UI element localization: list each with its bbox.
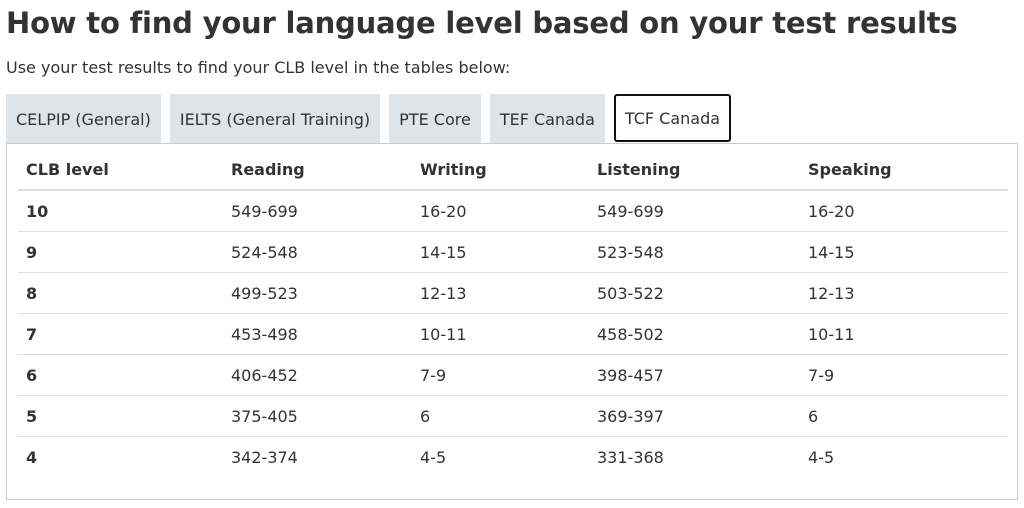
cell-speaking: 4-5: [808, 447, 835, 467]
cell-listening: 398-457: [589, 354, 800, 396]
table-row: 9 524-548 14-15 523-548 14-15: [18, 231, 1008, 273]
cell-writing: 16-20: [412, 190, 589, 232]
cell-clb-level: 9: [18, 231, 223, 273]
header-listening: Listening: [589, 149, 800, 191]
cell-reading: 342-374: [231, 447, 298, 467]
table-row: 4 342-374 4-5 331-368 4-5: [18, 437, 1008, 478]
cell-writing: 12-13: [412, 272, 589, 314]
cell-writing: 10-11: [412, 313, 589, 355]
cell-listening: 369-397: [589, 395, 800, 437]
cell-speaking: 7-9: [800, 354, 1008, 396]
cell-listening: 458-502: [589, 313, 800, 355]
cell-speaking: 6: [800, 395, 1008, 437]
table-row: 5 375-405 6 369-397 6: [18, 395, 1008, 437]
tab-ielts[interactable]: IELTS (General Training): [169, 94, 381, 144]
cell-listening: 331-368: [597, 447, 664, 467]
tab-celpip[interactable]: CELPIP (General): [6, 94, 161, 144]
cell-listening: 523-548: [589, 231, 800, 273]
cell-listening: 549-699: [589, 190, 800, 232]
cell-speaking: 14-15: [800, 231, 1008, 273]
cell-reading: 453-498: [223, 313, 412, 355]
cell-writing: 14-15: [412, 231, 589, 273]
cell-writing: 4-5: [420, 447, 447, 467]
cell-clb-level: 8: [18, 272, 223, 314]
header-reading: Reading: [223, 149, 412, 191]
cell-clb-level: 7: [18, 313, 223, 355]
table-row: 8 499-523 12-13 503-522 12-13: [18, 272, 1008, 314]
tab-panel-tcf-canada: CLB level Reading Writing Listening Spea…: [6, 143, 1018, 500]
intro-text: Use your test results to find your CLB l…: [6, 58, 511, 77]
table-body: 10 549-699 16-20 549-699 16-20 9 524-548 14-15 5…: [18, 190, 1008, 477]
header-writing: Writing: [412, 149, 589, 191]
test-tabs: CELPIP (General) IELTS (General Training…: [6, 94, 740, 144]
cell-speaking: 12-13: [800, 272, 1008, 314]
table-row: 10 549-699 16-20 549-699 16-20: [18, 190, 1008, 232]
cell-clb-level: 6: [18, 354, 223, 396]
cell-speaking: 16-20: [800, 190, 1008, 232]
header-speaking: Speaking: [800, 149, 1008, 191]
cell-writing: 7-9: [412, 354, 589, 396]
tab-pte-core[interactable]: PTE Core: [389, 94, 481, 144]
cell-listening: 503-522: [589, 272, 800, 314]
clb-table: CLB level Reading Writing Listening Spea…: [18, 149, 1008, 477]
table-header-row: CLB level Reading Writing Listening Spea…: [18, 149, 1008, 191]
table-row: 6 406-452 7-9 398-457 7-9: [18, 354, 1008, 396]
cell-clb-level: 4: [26, 447, 38, 467]
cell-clb-level: 5: [18, 395, 223, 437]
cell-reading: 499-523: [223, 272, 412, 314]
cell-reading: 549-699: [223, 190, 412, 232]
tab-tef-canada[interactable]: TEF Canada: [489, 94, 605, 144]
cell-reading: 406-452: [223, 354, 412, 396]
cell-speaking: 10-11: [800, 313, 1008, 355]
tab-tcf-canada[interactable]: TCF Canada: [613, 94, 732, 142]
cell-writing: 6: [412, 395, 589, 437]
table-row: 7 453-498 10-11 458-502 10-11: [18, 313, 1008, 355]
page-title: How to find your language level based on…: [6, 6, 958, 40]
header-clb-level: CLB level: [18, 149, 223, 191]
cell-reading: 375-405: [223, 395, 412, 437]
cell-reading: 524-548: [223, 231, 412, 273]
cell-clb-level: 10: [18, 190, 223, 232]
